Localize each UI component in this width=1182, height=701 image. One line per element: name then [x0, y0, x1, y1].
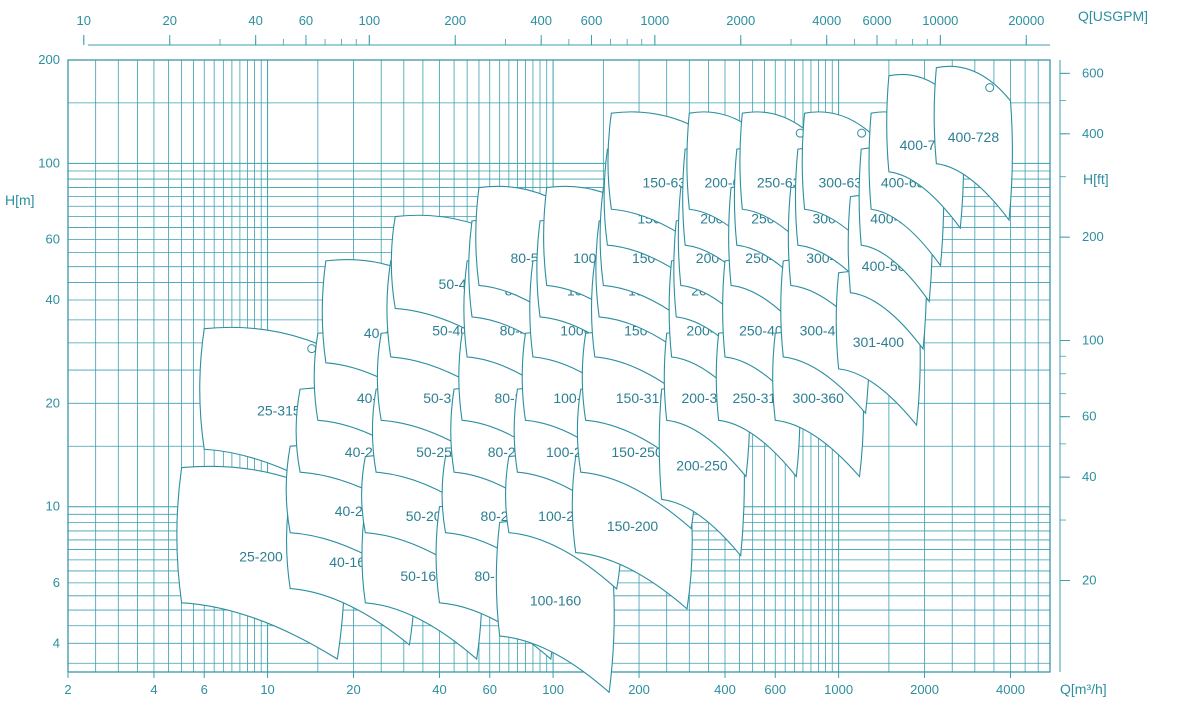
x-tick-label-bottom: 60	[483, 682, 497, 697]
y-tick-label-right: 60	[1082, 409, 1096, 424]
y-tick-label-left: 100	[38, 155, 60, 170]
x-tick-label-bottom: 200	[628, 682, 650, 697]
y-tick-label-left: 4	[53, 635, 60, 650]
tile-label-100-160: 100-160	[530, 593, 582, 609]
x-tick-label-bottom: 10	[260, 682, 274, 697]
x-tick-label-top: 40	[248, 13, 262, 28]
y-tick-label-right: 600	[1082, 65, 1104, 80]
tile-label-200-250: 200-250	[676, 458, 728, 474]
bep-marker-400-728	[985, 83, 995, 93]
tile-label-50-160: 50-160	[400, 568, 444, 584]
x-tick-label-bottom: 40	[432, 682, 446, 697]
x-tick-label-top: 60	[299, 13, 313, 28]
x-tick-label-bottom: 2	[64, 682, 71, 697]
x-tick-label-bottom: 600	[764, 682, 786, 697]
y-tick-label-left: 40	[46, 292, 60, 307]
y-tick-label-right: 400	[1082, 126, 1104, 141]
y-tick-label-left: 10	[46, 499, 60, 514]
x-tick-label-top: 600	[581, 13, 603, 28]
plot-frame	[67, 59, 1051, 673]
y-axis-title-right: H[ft]	[1083, 171, 1109, 187]
tile-label-400-728: 400-728	[948, 129, 1000, 145]
tile-label-150-200: 150-200	[607, 518, 659, 534]
x-tick-label-bottom: 6	[201, 682, 208, 697]
bep-marker-300-630	[857, 128, 867, 138]
x-tick-label-top: 6000	[863, 13, 892, 28]
y-tick-label-left: 200	[38, 52, 60, 67]
x-tick-label-top: 100	[358, 13, 380, 28]
x-tick-label-top: 400	[530, 13, 552, 28]
y-axis-title-left: H[m]	[5, 192, 35, 208]
tile-label-25-315: 25-315	[257, 402, 301, 418]
axes: Q[m³/h] Q[USGPM] H[m] H[ft] 2 4 6 10 20 40 60 1…	[5, 8, 1148, 697]
x-tick-label-bottom: 20	[346, 682, 360, 697]
y-tick-label-right: 200	[1082, 229, 1104, 244]
x-tick-label-top: 10000	[922, 13, 958, 28]
x-tick-label-top: 200	[444, 13, 466, 28]
x-axis-title-top: Q[USGPM]	[1078, 8, 1148, 24]
x-tick-label-bottom: 4000	[996, 682, 1025, 697]
y-tick-label-right: 20	[1082, 572, 1096, 587]
tile-label-300-630: 300-630	[819, 175, 871, 191]
x-tick-label-bottom: 100	[542, 682, 564, 697]
tile-label-25-200: 25-200	[239, 549, 283, 565]
y-tick-label-right: 40	[1082, 469, 1096, 484]
performance-tiles: 25-20025-31540-16040-20040-25040-31540-4…	[176, 65, 1013, 694]
x-tick-label-bottom: 2000	[910, 682, 939, 697]
x-tick-label-top: 10	[77, 13, 91, 28]
y-tick-label-left: 6	[53, 575, 60, 590]
tile-400-728	[933, 65, 1013, 222]
y-tick-label-right: 100	[1082, 333, 1104, 348]
x-axis-title-bottom: Q[m³/h]	[1060, 681, 1107, 697]
tile-label-150-315: 150-315	[616, 390, 668, 406]
bep-marker-25-315	[307, 344, 317, 354]
x-tick-label-bottom: 4	[150, 682, 157, 697]
x-tick-label-top: 1000	[640, 13, 669, 28]
tile-label-150-630: 150-630	[642, 175, 694, 191]
x-tick-label-top: 20	[162, 13, 176, 28]
x-tick-label-bottom: 400	[714, 682, 736, 697]
x-tick-label-top: 4000	[812, 13, 841, 28]
x-tick-label-top: 2000	[726, 13, 755, 28]
tile-label-150-250: 150-250	[611, 444, 663, 460]
tile-label-300-360: 300-360	[793, 390, 845, 406]
tile-label-301-400: 301-400	[853, 334, 905, 350]
x-tick-label-bottom: 1000	[824, 682, 853, 697]
tile-label-250-315: 250-315	[733, 390, 785, 406]
y-tick-label-left: 60	[46, 232, 60, 247]
y-tick-label-left: 20	[46, 395, 60, 410]
x-tick-label-top: 20000	[1008, 13, 1044, 28]
